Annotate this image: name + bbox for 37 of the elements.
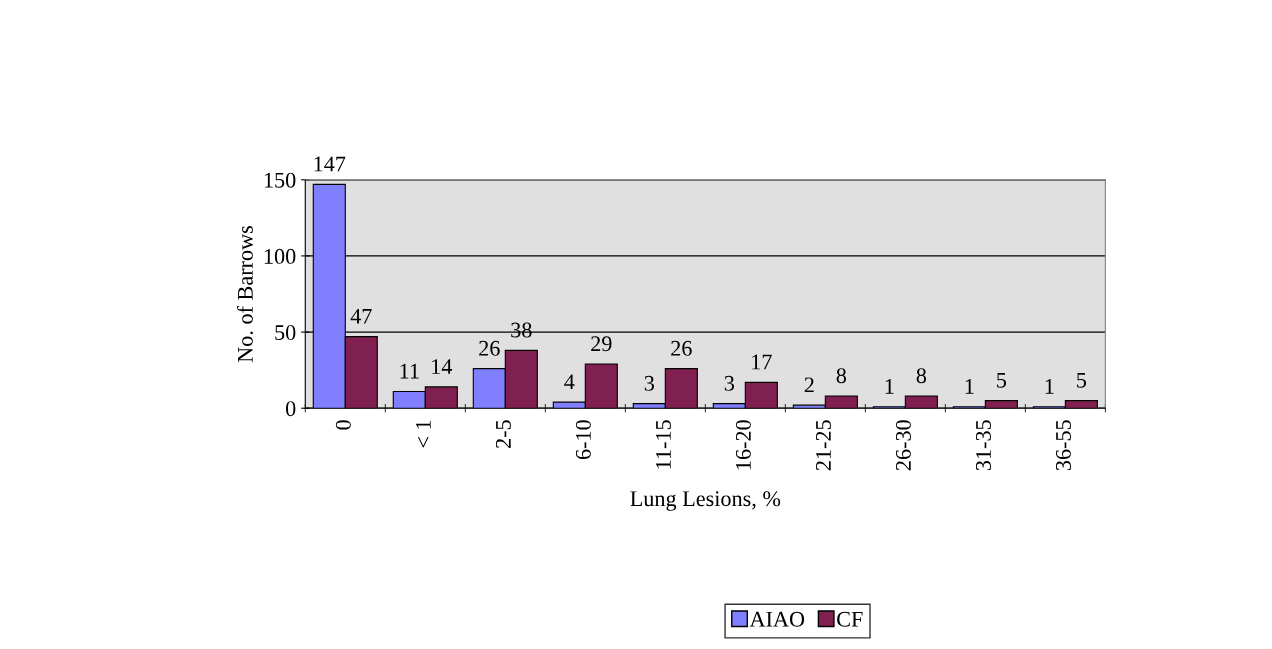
data-label: 147 [314,156,346,172]
x-tick-label: < 1 [415,420,431,448]
x-tick-label: 11-15 [655,420,671,469]
legend-label: CF [837,611,863,627]
data-label: 11 [400,363,419,379]
x-tick-label: 2-5 [495,420,511,448]
data-label: 26 [479,340,500,356]
data-label: 2 [804,377,814,393]
data-label: 5 [997,372,1007,388]
x-tick-label: 6-10 [575,420,591,460]
data-label: 17 [752,354,772,370]
x-tick-label: 21-25 [815,420,831,471]
data-label: 4 [564,374,575,390]
x-tick-label: 16-20 [735,420,751,470]
x-axis-title: Lung Lesions, % [630,491,781,511]
data-label: 8 [836,368,847,384]
data-label: 5 [1077,372,1087,388]
legend-label: AIAO [749,611,805,627]
x-tick-label: 36-55 [1055,420,1071,471]
y-axis-title: No. of Barrows [236,225,253,363]
data-label: 1 [885,378,894,394]
y-tick-label: 100 [264,248,296,264]
data-label: 14 [432,359,453,374]
data-label: 1 [1045,378,1054,394]
y-tick-label: 150 [264,172,296,188]
x-tick-label: 31-35 [975,420,991,471]
data-label: 8 [916,368,927,384]
data-label: 3 [724,375,735,391]
data-label: 1 [965,378,974,394]
data-label: 29 [591,336,612,352]
y-tick-label: 0 [285,401,296,417]
x-tick-label: 0 [335,420,351,430]
data-label: 26 [671,340,692,356]
data-label: 47 [350,308,372,324]
y-tick-label: 50 [275,325,296,340]
x-tick-label: 26-30 [895,420,911,471]
data-label: 3 [644,375,655,391]
